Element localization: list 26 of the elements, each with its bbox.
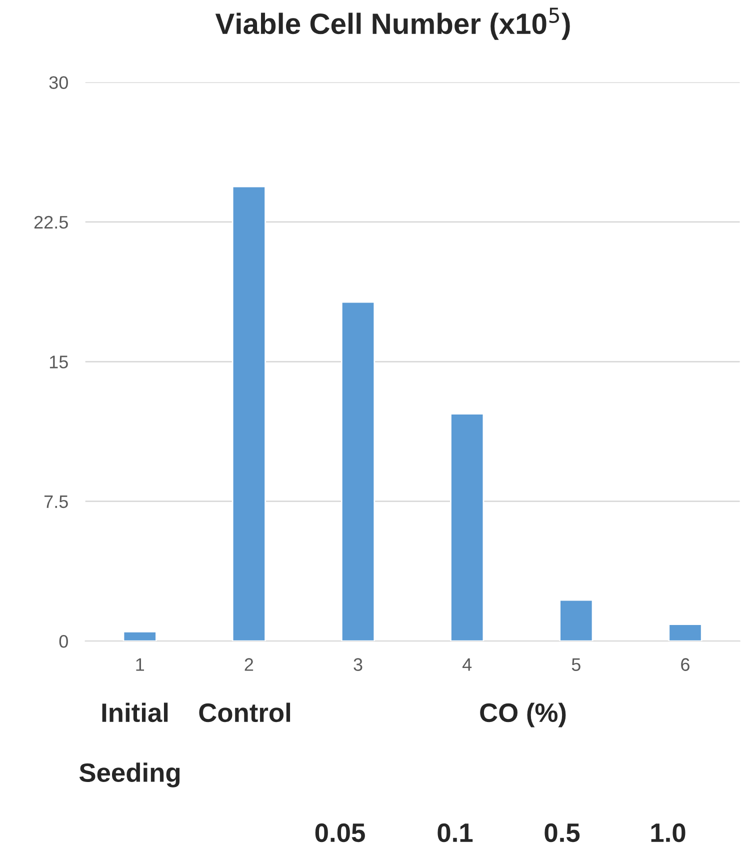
y-tick-label: 15: [50, 356, 68, 368]
y-tick-label: 22.5: [34, 216, 68, 229]
x-tick-label: 6: [681, 658, 690, 671]
bar: [122, 631, 157, 642]
text: 0.5: [544, 823, 580, 842]
text: 0.1: [438, 823, 473, 842]
y-tick-label: 0: [59, 634, 68, 648]
y-tick-label: 30: [49, 76, 68, 89]
text: 0.05: [315, 823, 365, 842]
x-tick-label: 2: [244, 658, 254, 671]
text: Control: [199, 702, 290, 722]
y-tick-label: 7.5: [44, 495, 68, 508]
bar: [668, 624, 702, 642]
x-tick-label: 4: [462, 658, 472, 671]
text: Seeding: [79, 762, 180, 788]
text: CO (%): [480, 702, 566, 728]
chart-title: Viable Cell Number (x10$^{5}$): [215, 8, 570, 40]
bar: [340, 301, 376, 642]
text: 1.0: [651, 823, 686, 842]
bar: [559, 599, 594, 642]
x-tick-label: 5: [572, 658, 580, 671]
text: Initial: [102, 702, 168, 722]
bar: [232, 186, 266, 642]
x-tick-label: 1: [136, 658, 144, 671]
bar: [450, 413, 484, 642]
x-tick-label: 3: [354, 658, 362, 671]
